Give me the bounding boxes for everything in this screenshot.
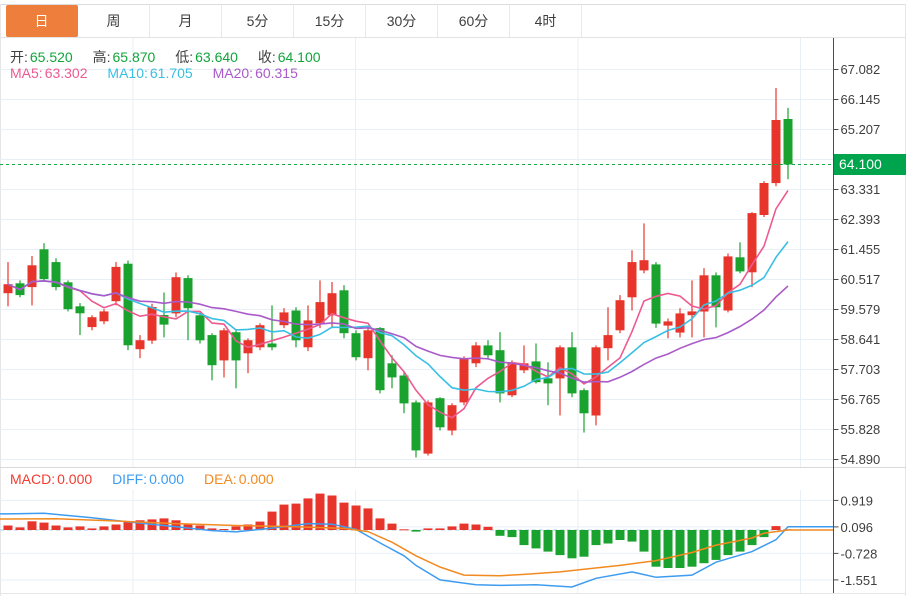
close-value: 64.100 [277,49,321,65]
dea-value: 0.000 [238,471,274,487]
dea-line [0,517,833,577]
tab-15min[interactable]: 15分 [294,5,366,37]
diff-value: 0.000 [149,471,185,487]
price-axis: 67.08266.14565.20764.26963.33162.39361.4… [833,38,881,593]
price-tick-label: 66.145 [841,92,881,107]
price-tick-label: 57.703 [841,362,881,377]
top-border [0,4,906,5]
tab-60min[interactable]: 60分 [438,5,510,37]
candlesticks [3,88,793,458]
ma10-line [7,241,789,393]
price-tick-label: 63.331 [841,182,881,197]
macd-tick-label: 0.919 [841,493,874,508]
tabbar-bottom-border [0,37,906,38]
ohlc-readout: 开: 65.520 高: 65.870 低: 63.640 收: 64.100 [10,47,337,67]
ma20-label: MA20: [212,65,254,81]
price-tick-label: 59.579 [841,302,881,317]
macd-tick-label: 0.096 [841,520,874,535]
close-label: 收: [257,49,276,65]
macd-label: MACD: [10,471,56,487]
price-tick-label: 60.517 [841,272,881,287]
price-tick-label: 55.828 [841,422,881,437]
open-label: 开: [10,49,28,65]
price-tick-label: 58.641 [841,332,881,347]
open-value: 65.520 [29,49,73,65]
diff-label: DIFF: [112,471,148,487]
high-label: 高: [92,49,111,65]
tab-4hour[interactable]: 4时 [510,5,582,37]
low-value: 63.640 [195,49,238,65]
tab-month[interactable]: 月 [150,5,222,37]
tab-30min[interactable]: 30分 [366,5,438,37]
current-price-badge: 64.100 [834,154,906,175]
period-tabbar: 日 周 月 5分 15分 30分 60分 4时 [0,0,906,37]
panel-borders [0,467,906,594]
dea-label: DEA: [204,471,237,487]
price-tick-label: 54.890 [841,452,881,467]
ma20-value: 60.315 [255,65,298,81]
ma-readout: MA5: 63.302 MA10: 61.705 MA20: 60.315 [10,65,314,81]
low-label: 低: [175,49,194,65]
price-tick-label: 65.207 [841,122,881,137]
tab-5min[interactable]: 5分 [222,5,294,37]
tab-day[interactable]: 日 [6,5,78,37]
ma20-line [7,280,789,383]
diff-line [0,512,833,588]
macd-value: 0.000 [57,471,93,487]
high-value: 65.870 [112,49,156,65]
ma10-label: MA10: [107,65,148,81]
ma5-label: MA5: [10,65,43,81]
ma5-line [7,189,789,419]
price-tick-label: 67.082 [841,62,881,77]
tab-week[interactable]: 周 [78,5,150,37]
macd-tick-label: -1.551 [841,573,878,588]
macd-readout: MACD: 0.000 DIFF: 0.000 DEA: 0.000 [10,471,290,487]
price-tick-label: 56.765 [841,392,881,407]
price-tick-label: 62.393 [841,212,881,227]
macd-tick-label: -0.728 [841,546,878,561]
price-tick-label: 61.455 [841,242,881,257]
ma10-value: 61.705 [149,65,193,81]
ma5-value: 63.302 [44,65,88,81]
left-border [0,4,1,596]
